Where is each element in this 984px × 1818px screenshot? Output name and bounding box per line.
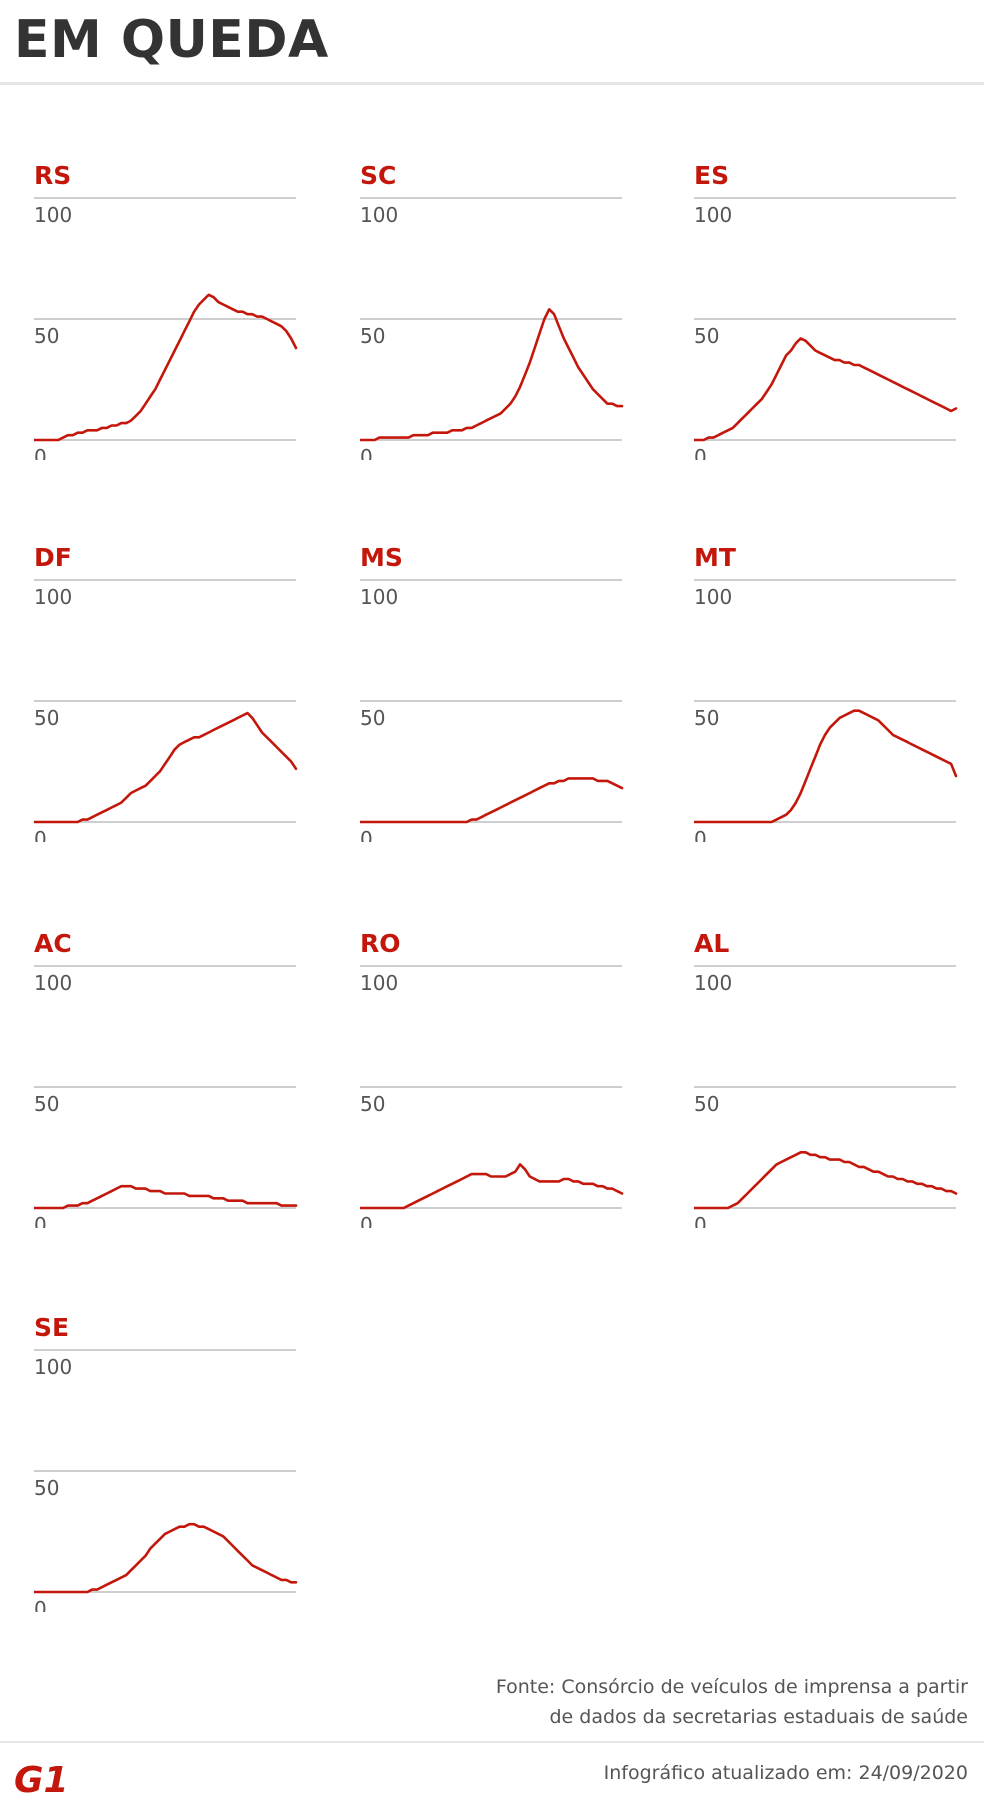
state-label: SE [34,1313,69,1342]
y-tick-100: 100 [34,971,72,995]
y-tick-0: 0 [360,445,373,460]
y-tick-0: 0 [34,1213,47,1228]
chart-panel-ac: AC 0 50 100 [34,929,298,1228]
y-tick-0: 0 [694,1213,707,1228]
y-tick-100: 100 [694,203,732,227]
series-line-df [34,711,298,824]
y-tick-0: 0 [360,827,373,842]
y-tick-100: 100 [694,585,732,609]
y-tick-50: 50 [34,706,59,730]
chart-panel-se: SE 0 50 100 [34,1313,298,1612]
state-label: AC [34,929,72,958]
footer-divider [0,1741,984,1743]
series-line-ms [360,777,624,824]
page-title: EM QUEDA [14,10,329,70]
series-line-rs [34,293,298,442]
source-note: Fonte: Consórcio de veículos de imprensa… [496,1672,968,1732]
y-tick-50: 50 [360,706,385,730]
state-label: AL [694,929,729,958]
state-label: RO [360,929,401,958]
chart-panel-al: AL 0 50 100 [694,929,958,1228]
y-tick-100: 100 [360,585,398,609]
chart-panel-rs: RS 0 50 100 [34,161,298,460]
chart-panel-ms: MS 0 50 100 [360,543,624,842]
state-label: ES [694,161,729,190]
y-tick-100: 100 [34,1355,72,1379]
y-tick-0: 0 [694,827,707,842]
title-divider [0,82,984,85]
series-line-ac [34,1184,298,1210]
g1-logo: G1 [14,1760,69,1798]
chart-panel-ro: RO 0 50 100 [360,929,624,1228]
y-tick-50: 50 [694,324,719,348]
y-tick-100: 100 [34,203,72,227]
chart-panel-es: ES 0 50 100 [694,161,958,460]
state-label: DF [34,543,72,572]
state-label: MS [360,543,403,572]
y-tick-0: 0 [34,445,47,460]
y-tick-50: 50 [694,706,719,730]
series-line-es [694,337,958,442]
chart-panel-df: DF 0 50 100 [34,543,298,842]
g1-logo-text: G1 [14,1760,69,1798]
state-label: SC [360,161,396,190]
series-line-sc [360,308,624,442]
y-tick-100: 100 [34,585,72,609]
y-tick-0: 0 [694,445,707,460]
y-tick-0: 0 [34,1597,47,1612]
state-label: RS [34,161,71,190]
y-tick-50: 50 [34,1476,59,1500]
series-line-se [34,1522,298,1594]
y-tick-50: 50 [360,1092,385,1116]
source-line-2: de dados da secretarias estaduais de saú… [549,1706,968,1728]
source-line-1: Fonte: Consórcio de veículos de imprensa… [495,1676,968,1698]
series-line-al [694,1151,958,1210]
y-tick-100: 100 [694,971,732,995]
y-tick-0: 0 [360,1213,373,1228]
series-line-ro [360,1163,624,1210]
y-tick-50: 50 [694,1092,719,1116]
y-tick-50: 50 [360,324,385,348]
y-tick-0: 0 [34,827,47,842]
y-tick-50: 50 [34,324,59,348]
series-line-mt [694,709,958,824]
updated-date: Infográfico atualizado em: 24/09/2020 [603,1762,968,1784]
state-label: MT [694,543,736,572]
y-tick-50: 50 [34,1092,59,1116]
chart-panel-sc: SC 0 50 100 [360,161,624,460]
y-tick-100: 100 [360,971,398,995]
chart-panel-mt: MT 0 50 100 [694,543,958,842]
y-tick-100: 100 [360,203,398,227]
